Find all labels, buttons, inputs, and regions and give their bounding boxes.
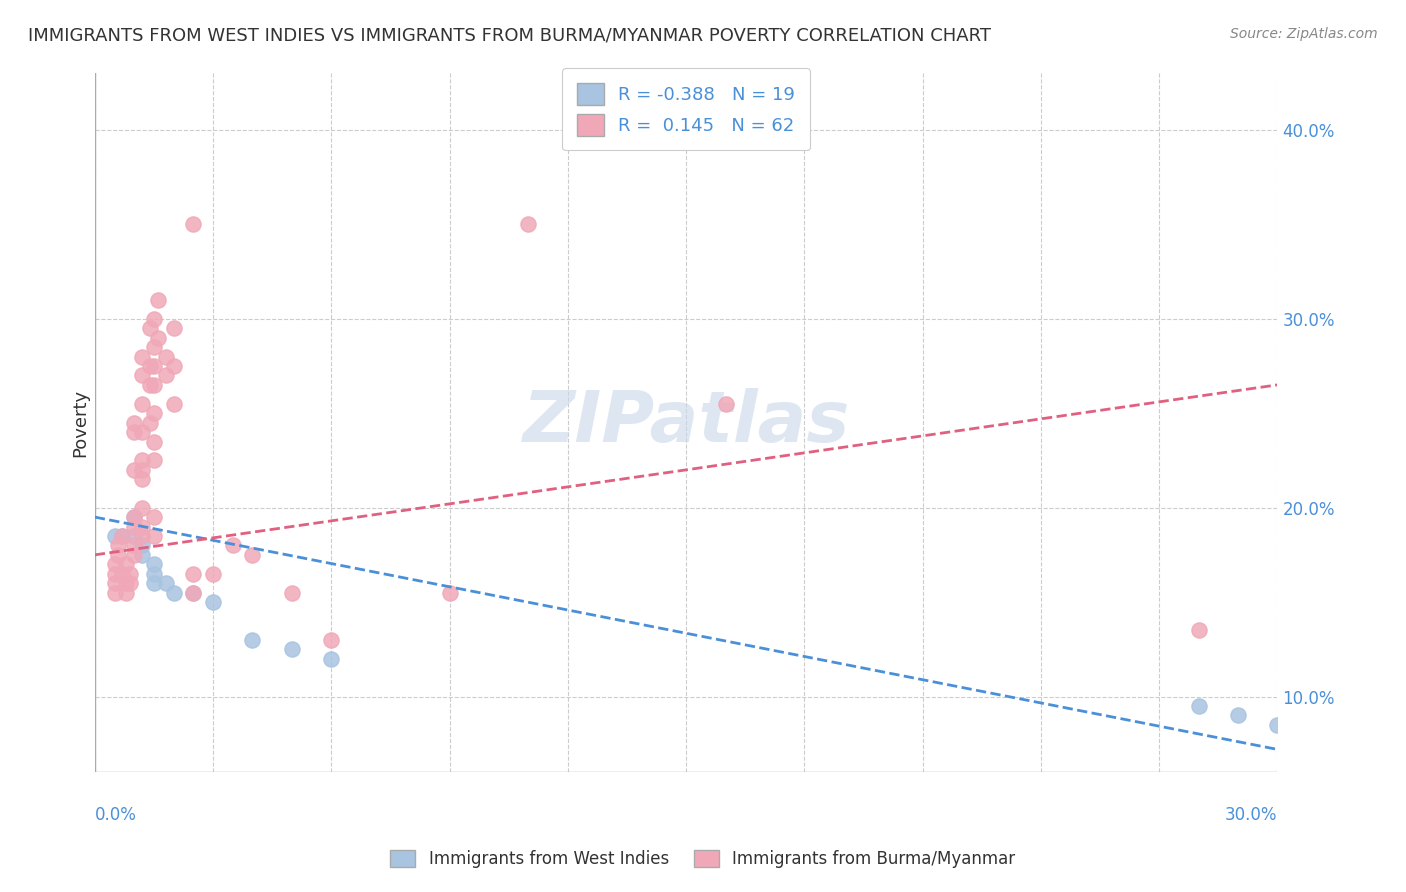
Point xyxy=(111,529,134,543)
Point xyxy=(281,642,304,657)
Point xyxy=(242,632,264,647)
Point xyxy=(183,585,205,599)
Point xyxy=(162,321,184,335)
Point xyxy=(142,359,165,373)
Point xyxy=(131,368,153,383)
Point xyxy=(183,566,205,581)
Point xyxy=(122,538,145,552)
Point xyxy=(122,510,145,524)
Point xyxy=(162,397,184,411)
Text: 0.0%: 0.0% xyxy=(94,806,136,824)
Point xyxy=(131,538,153,552)
Point xyxy=(142,576,165,591)
Point xyxy=(222,538,245,552)
Point xyxy=(122,519,145,533)
Point xyxy=(183,585,205,599)
Text: ZIPatlas: ZIPatlas xyxy=(523,388,849,457)
Point xyxy=(115,585,138,599)
Point xyxy=(281,585,304,599)
Point xyxy=(103,566,125,581)
Point xyxy=(1187,698,1209,713)
Point xyxy=(131,472,153,486)
Legend: R = -0.388   N = 19, R =  0.145   N = 62: R = -0.388 N = 19, R = 0.145 N = 62 xyxy=(562,69,810,150)
Point xyxy=(139,321,162,335)
Point xyxy=(162,585,184,599)
Point xyxy=(139,416,162,430)
Point xyxy=(142,311,165,326)
Point xyxy=(155,368,177,383)
Point xyxy=(146,331,169,345)
Point xyxy=(517,217,540,231)
Point xyxy=(131,519,153,533)
Point xyxy=(103,529,125,543)
Point xyxy=(139,377,162,392)
Point xyxy=(142,558,165,572)
Point xyxy=(321,632,343,647)
Point xyxy=(103,576,125,591)
Point xyxy=(131,548,153,562)
Point xyxy=(103,558,125,572)
Point xyxy=(122,463,145,477)
Point xyxy=(115,558,138,572)
Point xyxy=(103,585,125,599)
Point xyxy=(111,529,134,543)
Y-axis label: Poverty: Poverty xyxy=(72,389,89,457)
Point xyxy=(142,377,165,392)
Point xyxy=(131,500,153,515)
Point xyxy=(131,350,153,364)
Point xyxy=(120,576,142,591)
Point xyxy=(146,293,169,307)
Text: Source: ZipAtlas.com: Source: ZipAtlas.com xyxy=(1230,27,1378,41)
Point xyxy=(1226,708,1249,723)
Point xyxy=(122,529,145,543)
Point xyxy=(714,397,737,411)
Point xyxy=(131,425,153,439)
Point xyxy=(142,406,165,420)
Point xyxy=(155,576,177,591)
Point xyxy=(107,538,129,552)
Point xyxy=(321,651,343,665)
Point xyxy=(202,566,225,581)
Text: IMMIGRANTS FROM WEST INDIES VS IMMIGRANTS FROM BURMA/MYANMAR POVERTY CORRELATION: IMMIGRANTS FROM WEST INDIES VS IMMIGRANT… xyxy=(28,27,991,45)
Point xyxy=(122,548,145,562)
Point xyxy=(115,576,138,591)
Point xyxy=(107,548,129,562)
Point xyxy=(139,359,162,373)
Text: 30.0%: 30.0% xyxy=(1225,806,1278,824)
Point xyxy=(142,510,165,524)
Point xyxy=(142,529,165,543)
Point xyxy=(202,595,225,609)
Point xyxy=(131,397,153,411)
Point xyxy=(1267,718,1289,732)
Point xyxy=(142,340,165,354)
Point xyxy=(122,510,145,524)
Point xyxy=(439,585,461,599)
Point xyxy=(183,217,205,231)
Point xyxy=(131,463,153,477)
Point xyxy=(122,425,145,439)
Point xyxy=(131,529,153,543)
Point xyxy=(1187,624,1209,638)
Point xyxy=(122,416,145,430)
Point xyxy=(162,359,184,373)
Point xyxy=(155,350,177,364)
Point xyxy=(242,548,264,562)
Legend: Immigrants from West Indies, Immigrants from Burma/Myanmar: Immigrants from West Indies, Immigrants … xyxy=(384,843,1022,875)
Point xyxy=(142,453,165,467)
Point xyxy=(111,566,134,581)
Point xyxy=(120,566,142,581)
Point xyxy=(131,453,153,467)
Point xyxy=(142,434,165,449)
Point xyxy=(142,566,165,581)
